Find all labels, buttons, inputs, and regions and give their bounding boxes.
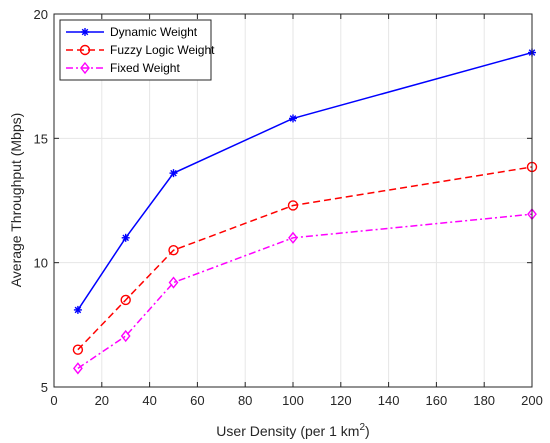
data-point — [169, 169, 178, 178]
axis-ticks: 0 20 40 60 80 100 120 140 160 180 200 5 10 15 20 — [34, 7, 543, 408]
x-axis-label-superscript: 2 — [359, 422, 365, 433]
x-tick-label: 80 — [238, 393, 252, 408]
x-tick-label: 0 — [50, 393, 57, 408]
data-point — [120, 294, 131, 306]
data-point — [289, 114, 297, 123]
x-tick-label: 20 — [95, 393, 109, 408]
data-point — [73, 305, 82, 314]
legend-label: Fuzzy Logic Weight — [110, 43, 215, 57]
series-line — [77, 166, 533, 351]
x-tick-label: 180 — [473, 393, 495, 408]
x-tick-label: 140 — [378, 393, 400, 408]
x-tick-label: 160 — [426, 393, 448, 408]
x-tick-label: 100 — [282, 393, 304, 408]
legend-swatch-marker — [80, 61, 90, 75]
y-tick-label: 10 — [34, 256, 48, 271]
data-point — [168, 276, 179, 289]
legend-swatch-marker — [81, 28, 89, 36]
data-point — [288, 231, 298, 244]
legend-label: Dynamic Weight — [110, 25, 198, 39]
x-tick-label: 60 — [190, 393, 204, 408]
y-tick-label: 15 — [34, 131, 48, 146]
y-axis-label: Average Throughput (Mbps) — [8, 113, 24, 288]
data-point — [287, 200, 299, 211]
data-point — [72, 344, 84, 355]
x-axis-label: User Density (per 1 km2) — [216, 422, 369, 439]
series-layer — [72, 48, 538, 375]
legend: Dynamic Weight Fuzzy Logic Weight Fixed We… — [59, 19, 215, 81]
y-tick-label: 5 — [41, 380, 48, 395]
x-tick-label: 120 — [330, 393, 352, 408]
y-tick-label: 20 — [34, 7, 48, 22]
legend-label: Fixed Weight — [110, 61, 180, 75]
data-point — [120, 329, 131, 343]
x-tick-label: 40 — [142, 393, 156, 408]
data-point — [73, 362, 83, 375]
x-tick-label: 200 — [521, 393, 543, 408]
data-point — [121, 233, 130, 242]
legend-swatch-marker — [79, 44, 91, 56]
data-point — [168, 245, 179, 256]
